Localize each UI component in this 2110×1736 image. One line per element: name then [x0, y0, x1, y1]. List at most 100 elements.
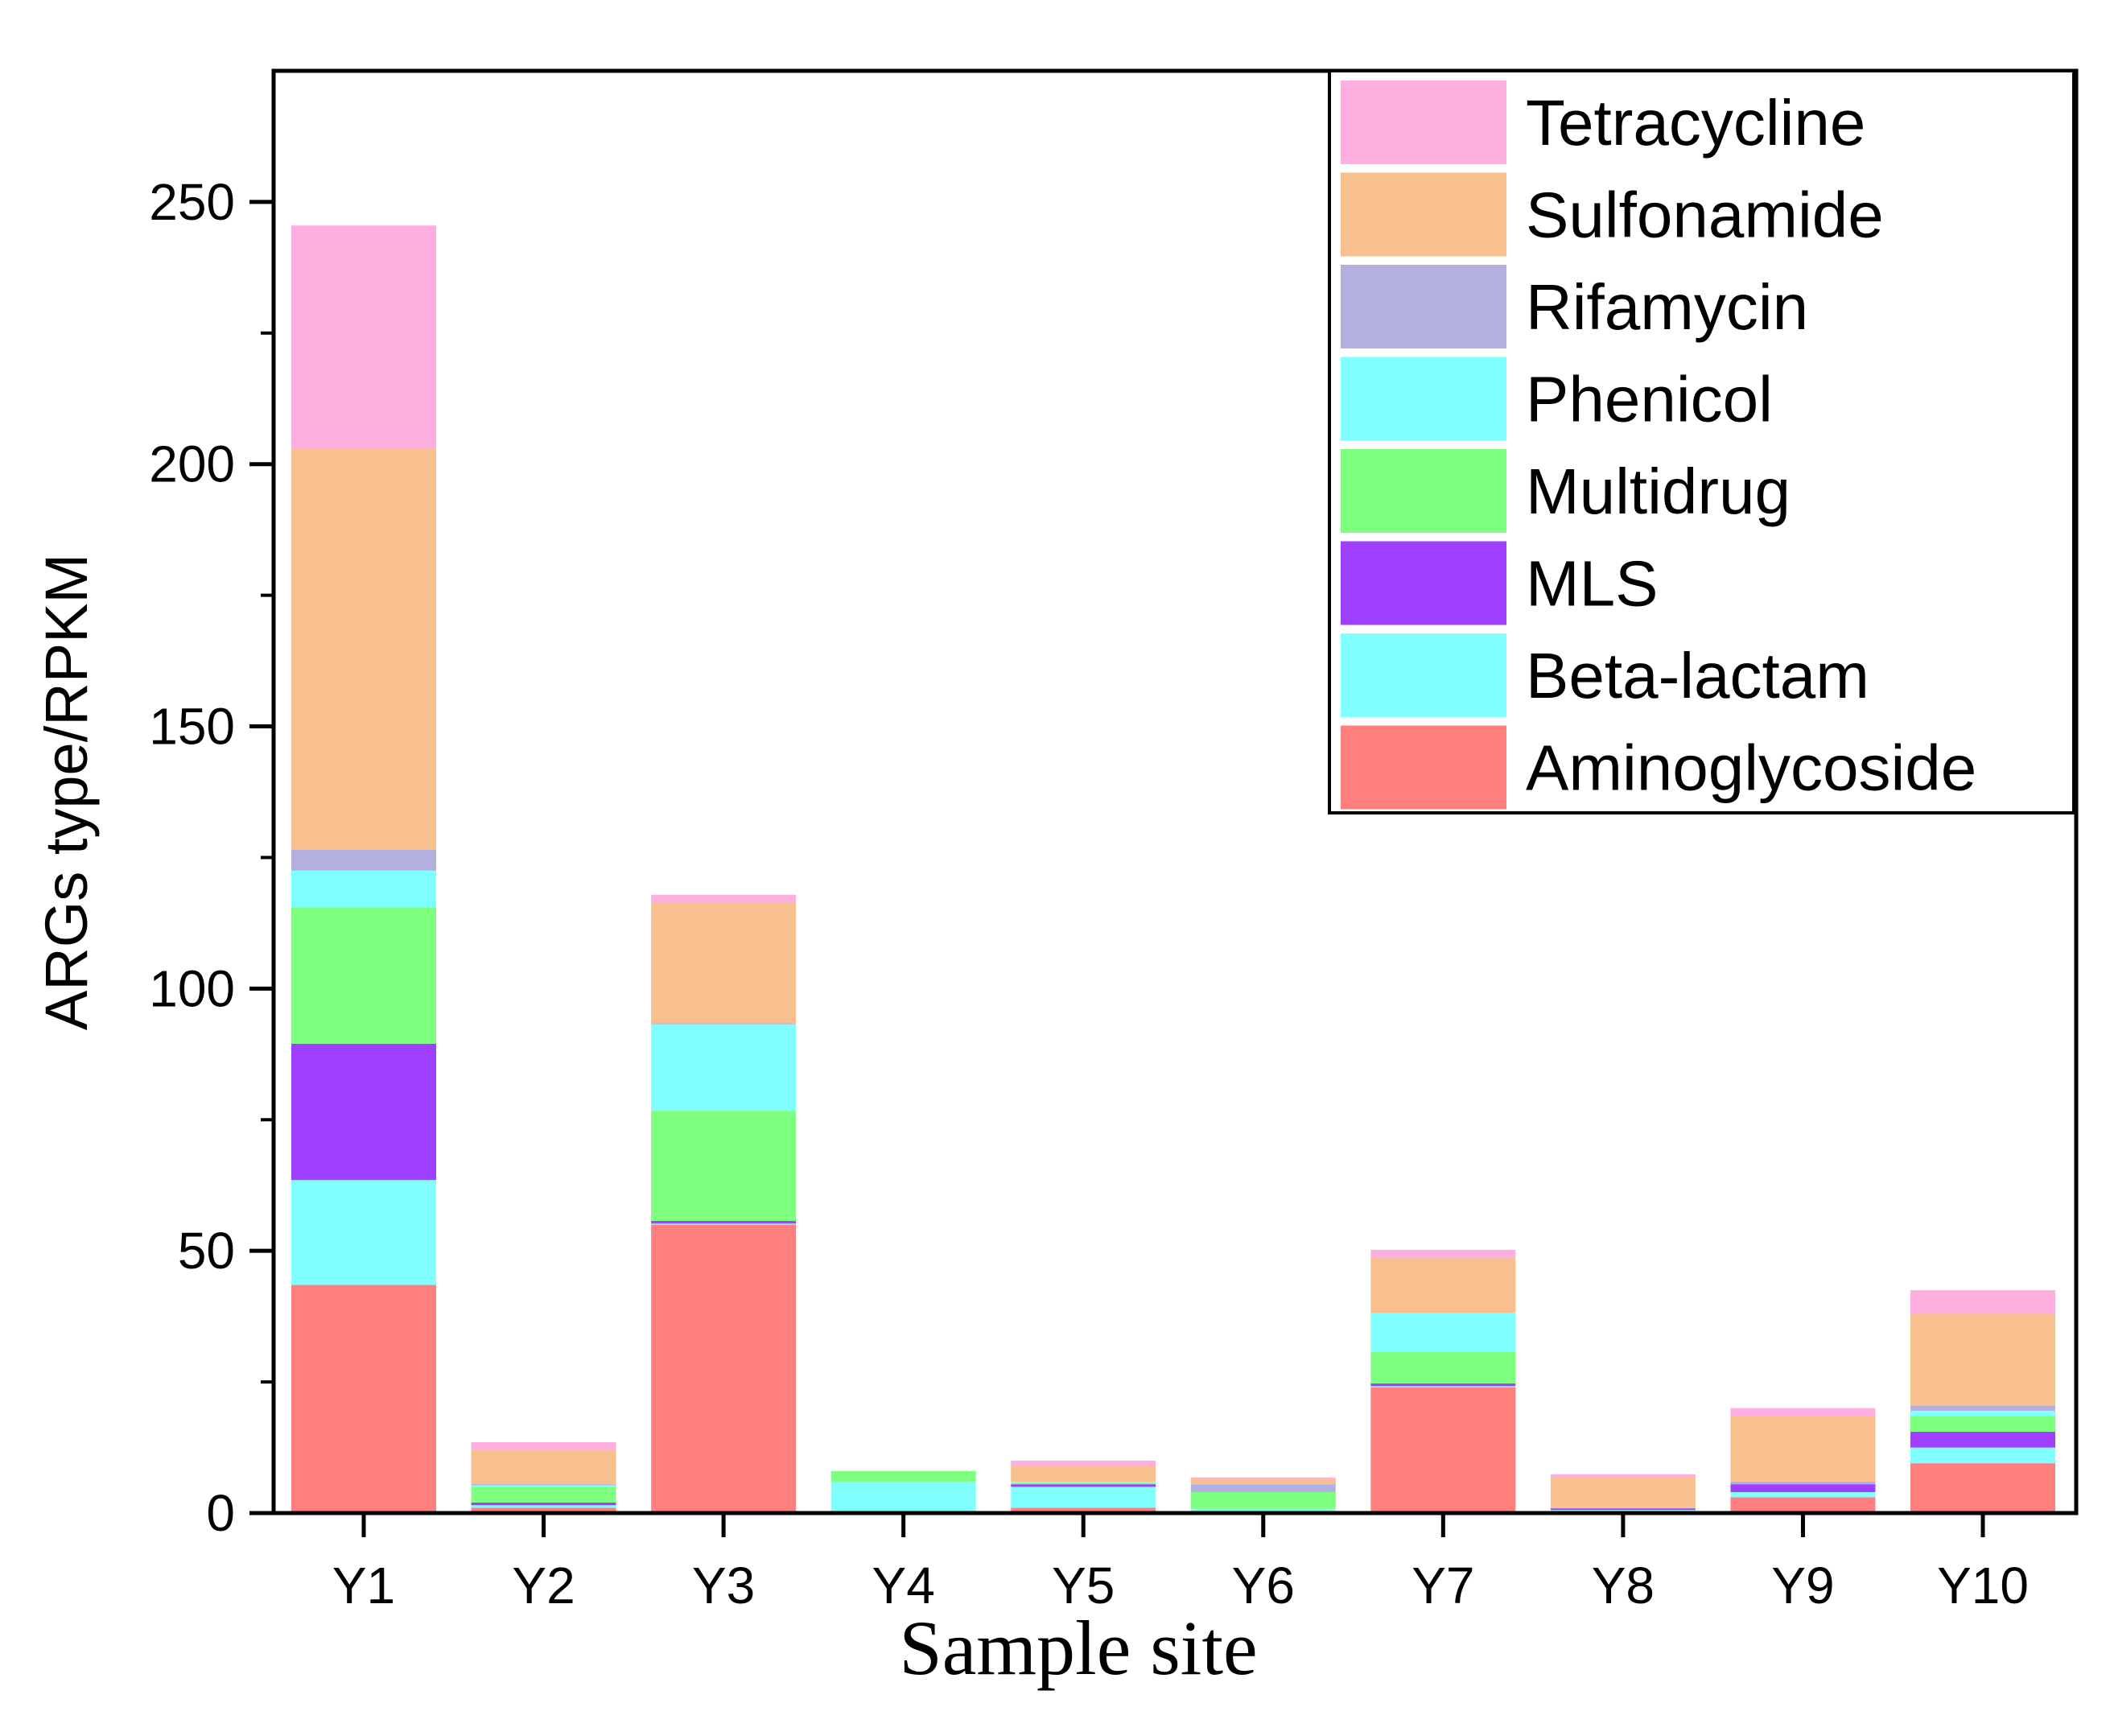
bar-y3-multidrug [651, 1111, 797, 1222]
bar-y9-beta-lactam [1730, 1491, 1876, 1498]
bar-y10-beta-lactam [1910, 1447, 2055, 1464]
x-tick-label-y6: Y6 [1232, 1557, 1295, 1614]
bar-y3-rifamycin [651, 1023, 797, 1025]
bar-y10-tetracycline [1910, 1290, 2055, 1314]
bar-y2-mls [471, 1502, 616, 1506]
legend-swatch-rifamycin [1341, 265, 1506, 348]
bar-y3-beta-lactam [651, 1223, 797, 1225]
bar-y4-beta-lactam [830, 1481, 976, 1512]
bar-y9-sulfonamide [1730, 1416, 1876, 1482]
bar-y2-beta-lactam [471, 1505, 616, 1508]
bar-y8-sulfonamide [1550, 1477, 1696, 1509]
y-tick-label-50: 50 [178, 1222, 235, 1280]
y-axis-label: ARGs type/RPKM [33, 554, 100, 1030]
x-tick-label-y8: Y8 [1592, 1557, 1655, 1614]
x-tick-label-y5: Y5 [1052, 1557, 1115, 1614]
legend-label-rifamycin: Rifamycin [1526, 271, 1808, 343]
bar-y1-sulfonamide [291, 448, 436, 850]
legend-label-tetracycline: Tetracycline [1526, 87, 1865, 159]
legend-label-aminoglycoside: Aminoglycoside [1526, 732, 1976, 804]
bar-y3-sulfonamide [651, 902, 797, 1024]
bar-y7-multidrug [1370, 1351, 1516, 1384]
bar-y10-phenicol [1910, 1410, 2055, 1416]
legend-label-multidrug: Multidrug [1526, 456, 1791, 527]
bar-y2-tetracycline [471, 1442, 616, 1450]
legend-label-phenicol: Phenicol [1526, 364, 1773, 435]
bar-y2-sulfonamide [471, 1449, 616, 1485]
bar-y10-mls [1910, 1431, 2055, 1448]
bar-y2-phenicol [471, 1485, 616, 1487]
legend-label-sulfonamide: Sulfonamide [1526, 179, 1884, 251]
bar-y6-sulfonamide [1190, 1478, 1336, 1485]
bar-y1-beta-lactam [291, 1180, 436, 1285]
bar-y10-sulfonamide [1910, 1313, 2055, 1406]
bar-y7-beta-lactam [1370, 1386, 1516, 1388]
legend-swatch-phenicol [1341, 357, 1506, 441]
y-tick-label-150: 150 [149, 698, 235, 756]
legend-label-mls: MLS [1526, 548, 1659, 620]
bar-y6-beta-lactam [1190, 1508, 1336, 1512]
bar-y5-sulfonamide [1011, 1466, 1156, 1482]
bar-y6-multidrug [1190, 1491, 1336, 1509]
bar-y8-beta-lactam [1550, 1510, 1696, 1511]
legend-swatch-multidrug [1341, 449, 1506, 533]
y-tick-label-100: 100 [149, 959, 235, 1017]
y-tick-label-250: 250 [149, 173, 235, 231]
bar-y4-multidrug [830, 1470, 976, 1482]
bar-y3-tetracycline [651, 894, 797, 903]
x-tick-label-y7: Y7 [1411, 1557, 1474, 1614]
bar-y1-rifamycin [291, 849, 436, 871]
bar-y5-beta-lactam [1011, 1487, 1156, 1508]
bar-y5-tetracycline [1011, 1460, 1156, 1466]
bar-y1-aminoglycoside [291, 1284, 436, 1513]
legend-swatch-aminoglycoside [1341, 725, 1506, 810]
bar-y10-aminoglycoside [1910, 1463, 2055, 1513]
x-tick-label-y4: Y4 [872, 1557, 935, 1614]
bar-y9-mls [1730, 1484, 1876, 1492]
bar-y10-rifamycin [1910, 1405, 2055, 1411]
bar-y6-tetracycline [1190, 1477, 1336, 1479]
bar-y1-mls [291, 1043, 436, 1181]
legend-swatch-beta-lactam [1341, 633, 1506, 717]
x-tick-label-y3: Y3 [692, 1557, 755, 1614]
y-tick-label-200: 200 [149, 435, 235, 493]
y-axis: 0 50 100 150 200 250 [149, 173, 274, 1542]
bar-y1-multidrug [291, 907, 436, 1044]
bar-y6-rifamycin [1190, 1484, 1336, 1492]
bar-y7-tetracycline [1370, 1249, 1516, 1258]
bar-y5-multidrug [1011, 1482, 1156, 1485]
legend-label-beta-lactam: Beta-lactam [1526, 640, 1869, 711]
x-tick-label-y9: Y9 [1771, 1557, 1834, 1614]
bar-y5-mls [1011, 1484, 1156, 1487]
bar-y9-tetracycline [1730, 1408, 1876, 1416]
bar-y3-mls [651, 1221, 797, 1224]
legend-swatch-tetracycline [1341, 80, 1506, 164]
legend-swatch-mls [1341, 541, 1506, 625]
bar-y10-multidrug [1910, 1416, 2055, 1432]
bar-y8-tetracycline [1550, 1474, 1696, 1478]
bar-y7-mls [1370, 1383, 1516, 1387]
x-tick-label-y1: Y1 [332, 1557, 395, 1614]
bar-y7-sulfonamide [1370, 1257, 1516, 1313]
bar-y2-multidrug [471, 1487, 616, 1503]
bar-y2-rifamycin [471, 1484, 616, 1486]
bar-y7-phenicol [1370, 1313, 1516, 1352]
x-axis-label: Sample site [899, 1605, 1257, 1691]
bar-y8-mls [1550, 1508, 1696, 1511]
bar-y5-aminoglycoside [1011, 1507, 1156, 1513]
bar-y3-aminoglycoside [651, 1224, 797, 1513]
legend-swatch-sulfonamide [1341, 172, 1506, 257]
bar-y7-aminoglycoside [1370, 1387, 1516, 1513]
bars-layer [291, 225, 2055, 1513]
x-tick-label-y2: Y2 [512, 1557, 575, 1614]
x-tick-label-y10: Y10 [1937, 1557, 2029, 1614]
y-tick-label-0: 0 [206, 1484, 235, 1542]
bar-y9-rifamycin [1730, 1481, 1876, 1485]
plot-frame [271, 68, 2079, 1515]
legend: Tetracycline Sulfonamide Rifamycin Phenicol… [1328, 69, 2075, 814]
bar-y2-aminoglycoside [471, 1507, 616, 1513]
x-axis: Y1 Y2 Y3 Y4 Y5 Y6 Y7 Y8 Y9 Y10 [332, 1513, 2029, 1614]
bar-y1-phenicol [291, 870, 436, 908]
bar-y1-tetracycline [291, 225, 436, 449]
